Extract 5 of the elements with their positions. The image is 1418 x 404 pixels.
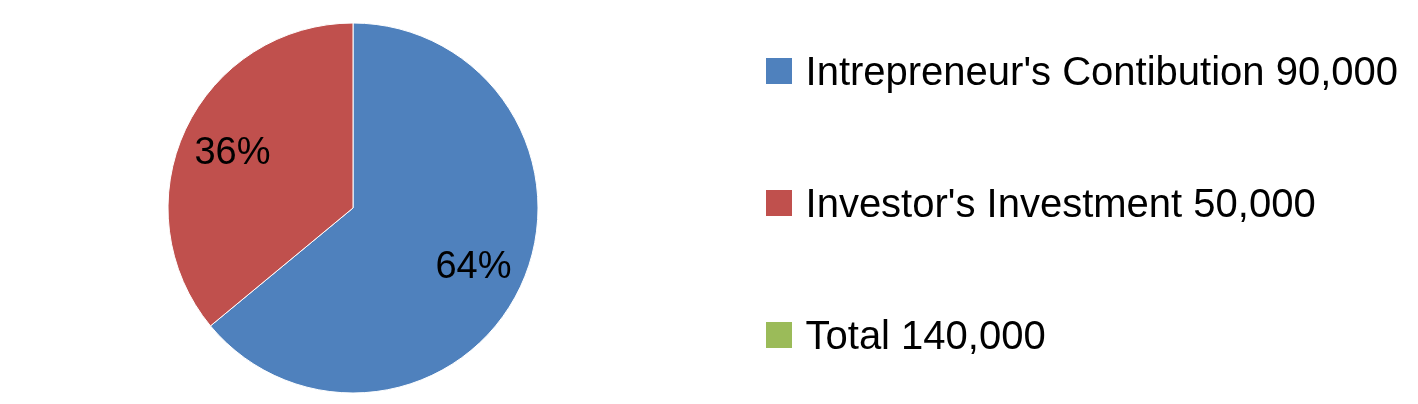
legend-label: Total 140,000 [805,312,1046,358]
data-label: 64% [435,243,512,286]
legend-label: Intrepreneur's Contibution 90,000 [805,48,1398,94]
data-label: 36% [194,130,271,173]
legend-label: Investor's Investment 50,000 [805,180,1316,226]
